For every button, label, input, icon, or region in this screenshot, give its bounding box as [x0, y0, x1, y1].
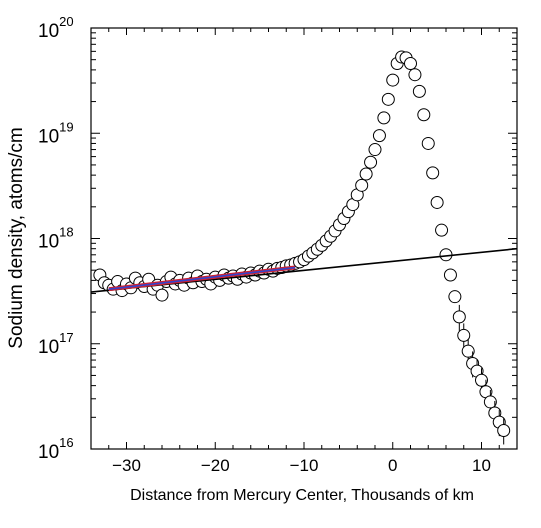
data-point: [430, 195, 444, 209]
data-point: [435, 223, 449, 237]
x-axis-ticks: −30 −20 −10 0 10: [108, 28, 518, 475]
data-point: [364, 155, 378, 169]
x-tick-label: −30: [112, 456, 141, 475]
y-tick-label: 1020: [38, 14, 74, 42]
data-point: [426, 166, 440, 180]
data-point: [457, 328, 471, 342]
data-point: [368, 143, 382, 157]
observation-points: [93, 50, 511, 445]
data-point: [452, 310, 466, 324]
data-point: [475, 373, 488, 387]
data-point: [381, 92, 395, 106]
x-tick-label: −10: [290, 456, 319, 475]
data-point: [483, 395, 497, 409]
data-point: [377, 111, 391, 125]
y-tick-label: 1017: [38, 330, 74, 358]
data-point: [404, 56, 417, 70]
fit-lines: [90, 247, 518, 293]
data-point: [386, 73, 400, 87]
y-tick-label: 1018: [38, 225, 74, 253]
plot-frame: [90, 27, 518, 450]
data-point: [417, 108, 431, 122]
x-tick-label: 10: [472, 456, 491, 475]
y-tick-label: 1016: [38, 435, 74, 463]
y-axis-ticks: 1016 1017 1018 1019 1020: [38, 14, 517, 463]
y-tick-label: 1019: [38, 119, 74, 147]
data-point: [443, 268, 457, 282]
y-axis-label: Sodium density, atoms/cm: [6, 127, 27, 348]
x-axis-label: Distance from Mercury Center, Thousands …: [130, 487, 474, 504]
fit-segment-overlay: [108, 266, 296, 290]
data-point: [497, 423, 511, 437]
data-point: [421, 136, 435, 150]
data-point: [461, 344, 475, 358]
data-point: [355, 178, 369, 192]
x-tick-label: 0: [388, 456, 397, 475]
x-tick-label: −20: [201, 456, 230, 475]
data-point: [448, 290, 462, 304]
plot-area: [90, 27, 518, 450]
data-point: [412, 84, 426, 98]
data-point: [372, 129, 386, 143]
data-point: [359, 167, 373, 181]
data-point: [408, 68, 422, 82]
data-point: [155, 288, 169, 302]
